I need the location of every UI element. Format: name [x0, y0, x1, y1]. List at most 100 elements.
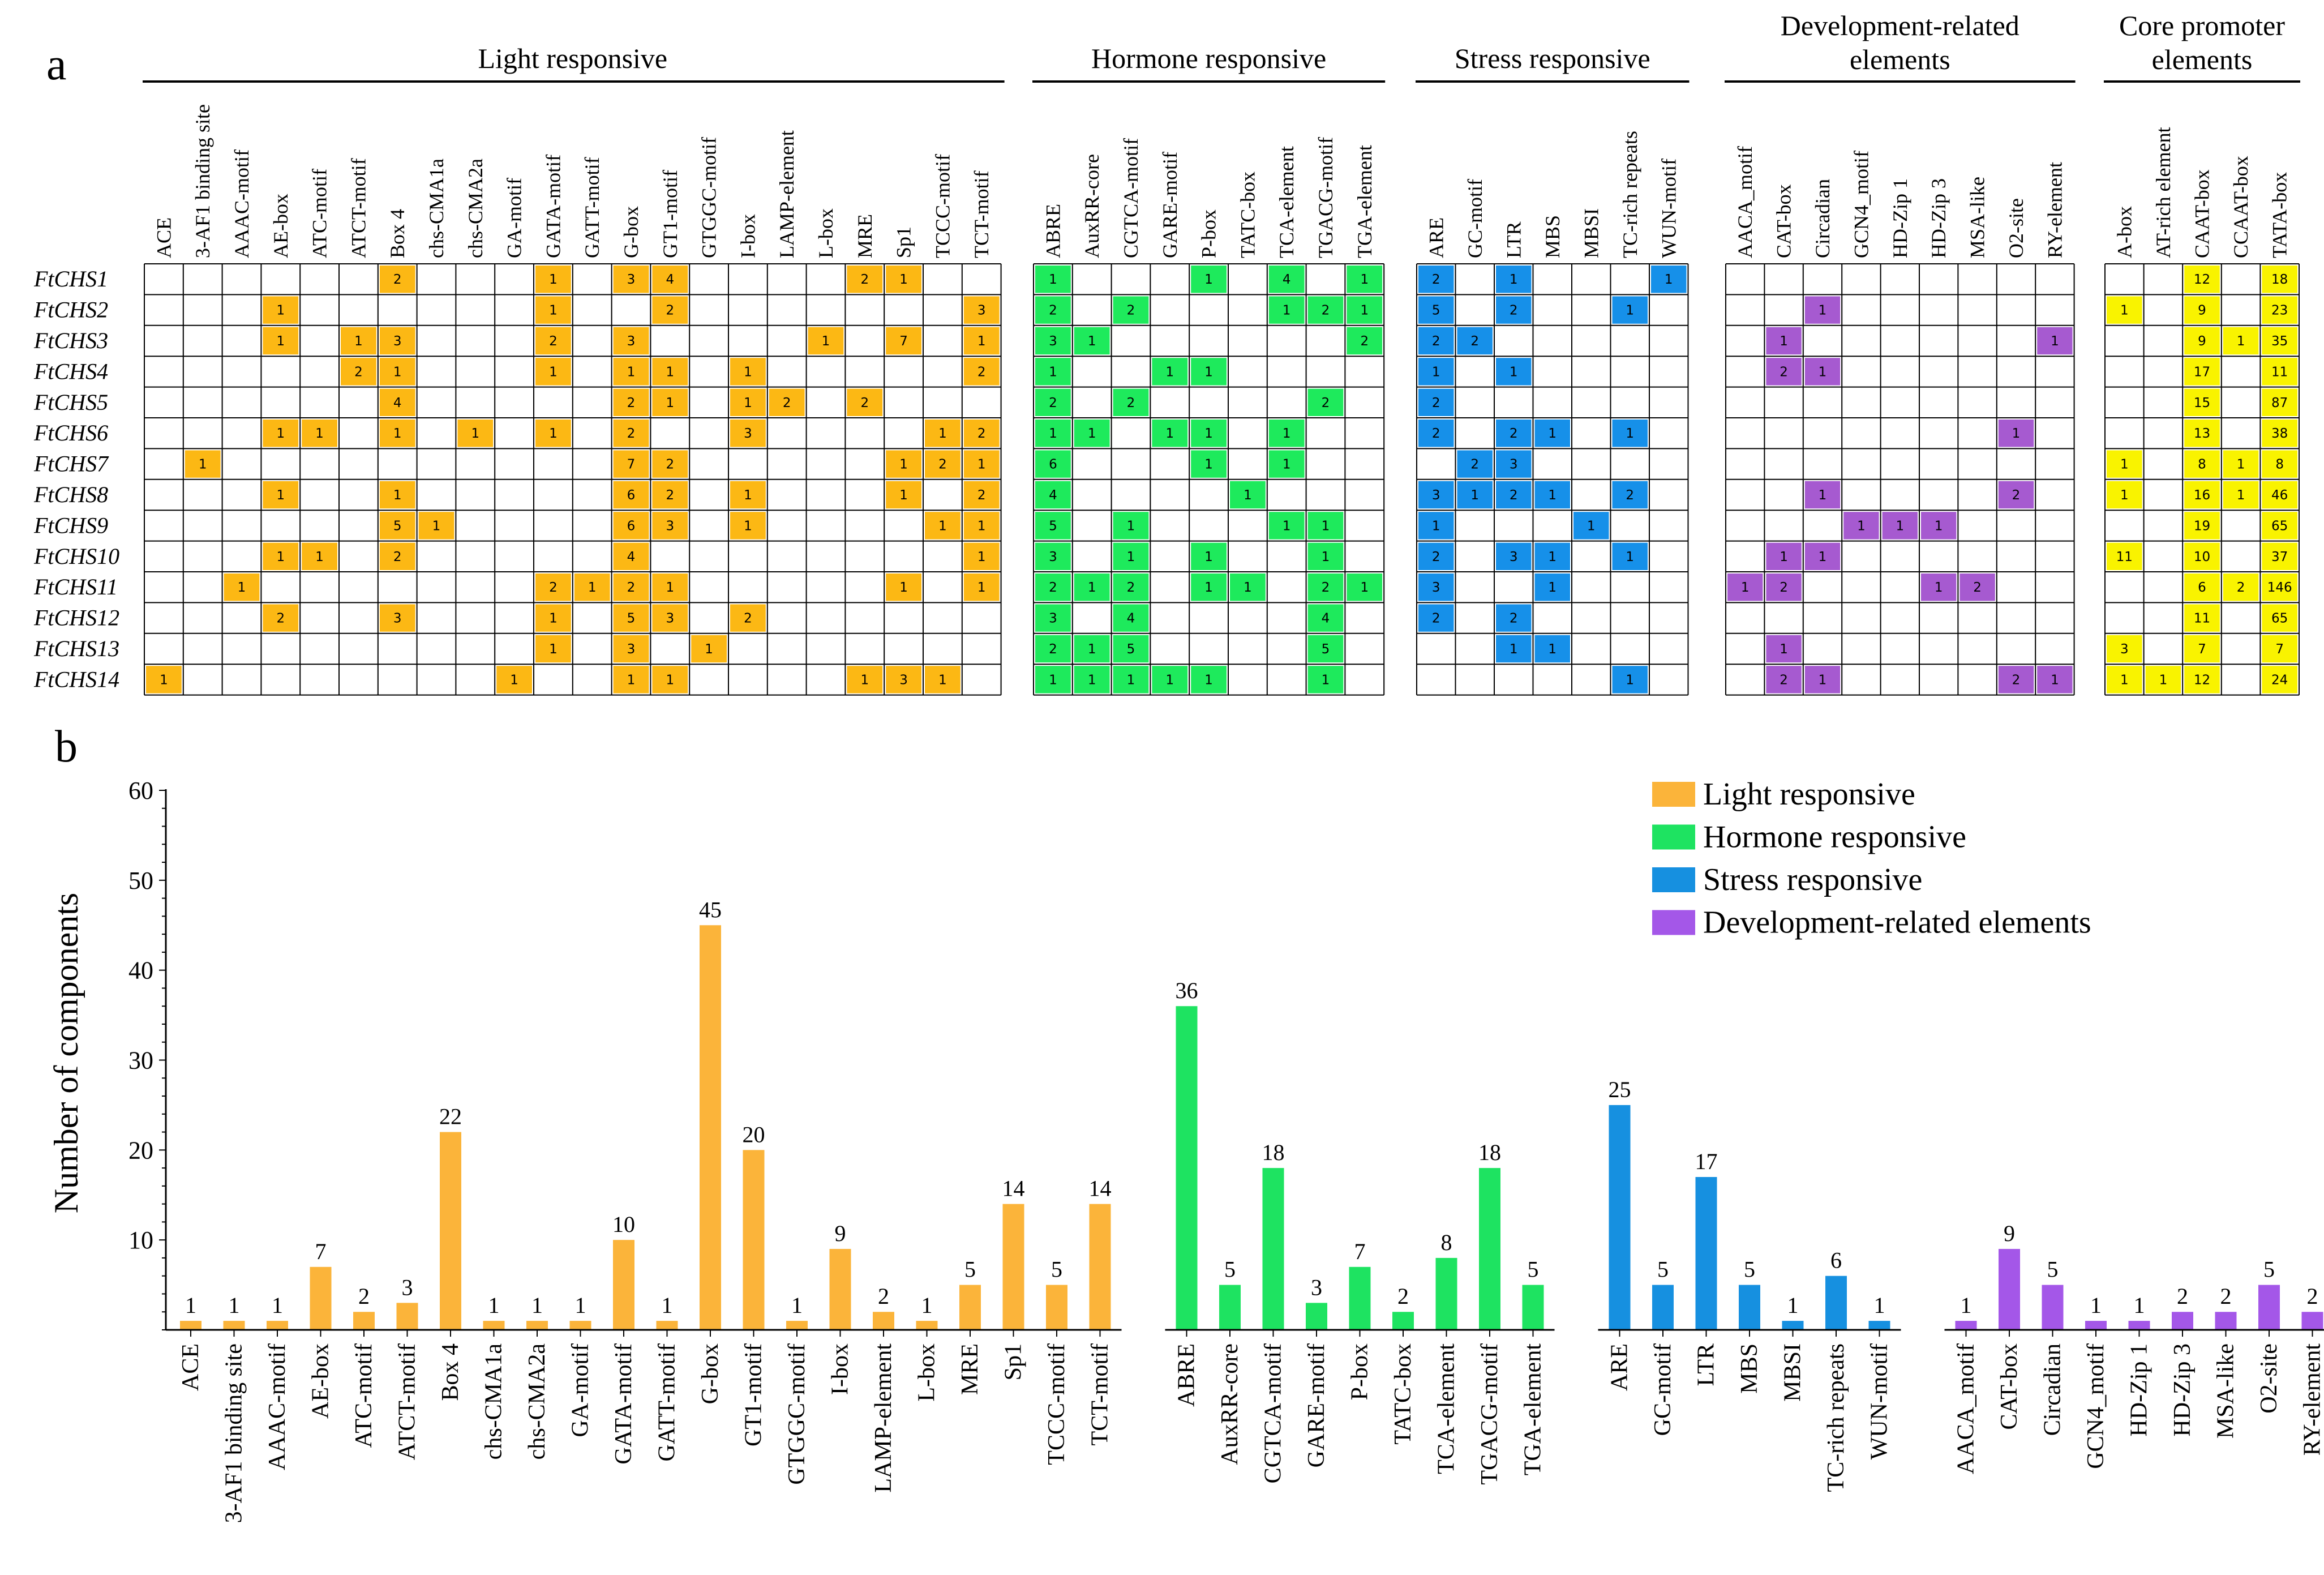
x-tick-label: ATCT-motif: [395, 1343, 421, 1460]
group-title: Core promoter: [2119, 10, 2285, 41]
cell-value: 1: [1049, 426, 1057, 441]
panel-label-a: a: [46, 40, 67, 89]
heatmap-cell: [2262, 512, 2297, 540]
element-label: ATCT-motif: [347, 158, 370, 258]
cell-value: 1: [1204, 550, 1213, 564]
cell-value: 1: [1741, 580, 1750, 595]
x-tick-label: ARE: [1607, 1343, 1633, 1391]
bar-value-label: 2: [358, 1283, 370, 1309]
element-label: TGACG-motif: [1314, 137, 1337, 258]
panel-label-b: b: [55, 722, 78, 772]
heatmap-cell: [1651, 266, 1687, 293]
element-label: GATA-motif: [542, 155, 564, 258]
heatmap-cell: [574, 573, 610, 601]
heatmap-cell: [1418, 420, 1454, 447]
cell-value: 2: [627, 396, 636, 410]
gene-label: FtCHS8: [33, 482, 108, 507]
element-label: GC-motif: [1464, 179, 1486, 258]
bar: [786, 1321, 808, 1330]
heatmap-cell: [1035, 358, 1071, 386]
bar: [483, 1321, 505, 1330]
heatmap-cell: [1418, 296, 1454, 324]
gene-label: FtCHS1: [33, 266, 108, 292]
cell-value: 2: [666, 488, 674, 503]
element-label: O2-site: [2005, 198, 2027, 258]
cell-value: 1: [1510, 272, 1518, 287]
heatmap-cell: [263, 604, 299, 632]
cell-value: 1: [276, 334, 285, 349]
cell-value: 46: [2271, 488, 2288, 503]
y-tick-label: 40: [128, 957, 153, 985]
bar-value-label: 5: [1744, 1257, 1755, 1282]
heatmap-cell: [963, 358, 1000, 386]
cell-value: 3: [1432, 580, 1440, 595]
x-tick-label: WUN-motif: [1867, 1343, 1893, 1460]
heatmap-cell: [1573, 512, 1609, 540]
cell-value: 2: [860, 272, 869, 287]
cell-value: 2: [977, 365, 986, 379]
heatmap-cell: [652, 666, 688, 694]
element-label: AT-rich element: [2152, 127, 2175, 258]
cell-value: 4: [627, 550, 636, 564]
heatmap-cell: [652, 266, 688, 293]
cell-value: 2: [1049, 396, 1057, 410]
heatmap-cell: [1074, 420, 1110, 447]
heatmap-cell: [1418, 604, 1454, 632]
cell-value: 1: [1819, 673, 1827, 687]
cell-value: 2: [1626, 488, 1634, 503]
x-tick-label: GTGGC-motif: [784, 1343, 810, 1485]
element-label: TATA-box: [2269, 172, 2291, 258]
bar-value-label: 14: [1089, 1176, 1112, 1201]
heatmap-cell: [1418, 512, 1454, 540]
heatmap-cell: [1113, 635, 1149, 663]
cell-value: 2: [666, 303, 674, 318]
cell-value: 2: [1470, 457, 1479, 472]
y-tick-label: 30: [128, 1047, 153, 1075]
cell-value: 1: [549, 611, 558, 626]
heatmap-cell: [652, 573, 688, 601]
heatmap-cell: [2262, 388, 2297, 416]
heatmap-cell: [1152, 666, 1188, 694]
heatmap-cell: [2262, 327, 2297, 355]
heatmap-cell: [652, 450, 688, 478]
bar: [267, 1321, 288, 1330]
bar: [1999, 1249, 2020, 1330]
heatmap-cell: [2184, 420, 2220, 447]
cell-value: 1: [627, 365, 636, 379]
heatmap-cell: [613, 450, 649, 478]
heatmap-cell: [1766, 573, 1802, 601]
heatmap-cell: [2184, 358, 2220, 386]
legend-label: Light responsive: [1703, 777, 1915, 812]
cell-value: 4: [1283, 272, 1291, 287]
cell-value: 1: [1204, 365, 1213, 379]
cell-value: 8: [2198, 457, 2206, 472]
heatmap-cell: [263, 481, 299, 509]
cell-value: 11: [2194, 611, 2210, 626]
heatmap-cell: [1035, 327, 1071, 355]
heatmap-cell: [730, 358, 766, 386]
cell-value: 2: [393, 272, 402, 287]
cell-value: 1: [1780, 334, 1788, 349]
cell-value: 2: [1510, 488, 1518, 503]
heatmap-cell: [886, 481, 921, 509]
heatmap-cell: [1074, 635, 1110, 663]
heatmap-cell: [2223, 573, 2259, 601]
heatmap-cell: [2107, 296, 2142, 324]
cell-value: 4: [1049, 488, 1057, 503]
bar: [1782, 1321, 1804, 1330]
cell-value: 3: [666, 611, 674, 626]
cell-value: 2: [1322, 303, 1330, 318]
bar: [2301, 1312, 2323, 1330]
heatmap-cell: [1347, 266, 1383, 293]
cell-value: 1: [938, 673, 947, 687]
bar-value-label: 5: [1528, 1257, 1539, 1282]
bar: [180, 1321, 201, 1330]
x-tick-label: Sp1: [1001, 1343, 1027, 1380]
heatmap-cell: [379, 542, 415, 570]
bar: [1825, 1276, 1847, 1330]
cell-value: 1: [899, 488, 908, 503]
heatmap-cell: [535, 327, 571, 355]
x-tick-label: MBS: [1736, 1343, 1763, 1394]
heatmap-cell: [1113, 296, 1149, 324]
